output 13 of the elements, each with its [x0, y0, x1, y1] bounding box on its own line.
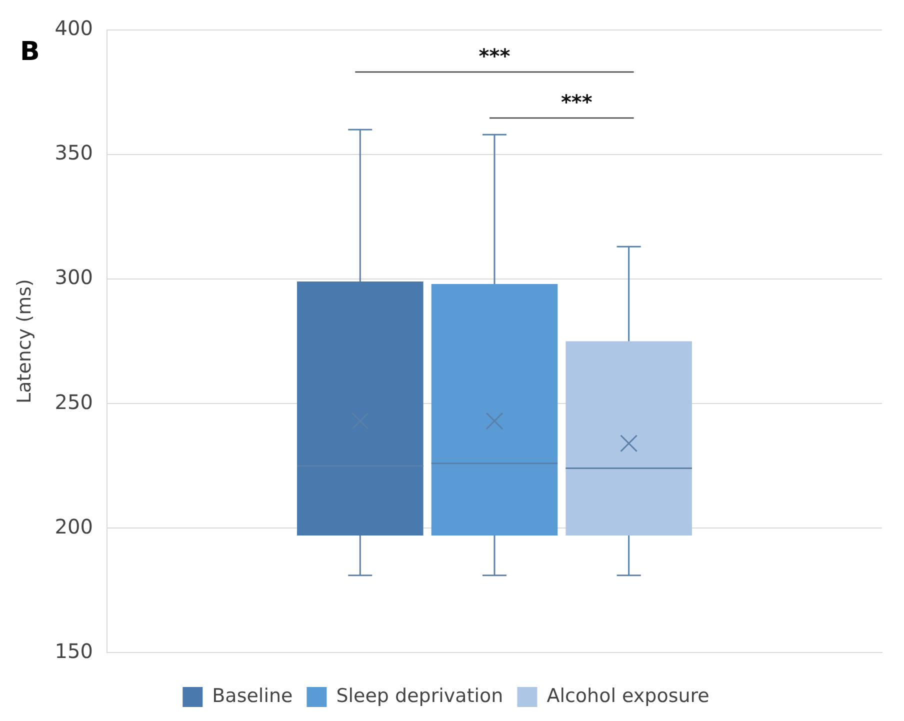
y-tick-label: 350 [54, 140, 93, 165]
annotation: *** [560, 90, 593, 114]
chart-title: B [20, 36, 40, 67]
annotation: *** [478, 44, 511, 68]
y-axis-title: Latency (ms) [13, 279, 36, 404]
legend-label: Sleep deprivation [336, 684, 504, 707]
y-tick-label: 150 [54, 638, 93, 663]
y-tick-label: 200 [54, 514, 93, 538]
legend-label: Baseline [212, 684, 293, 707]
legend-label: Alcohol exposure [546, 684, 710, 707]
y-tick-label: 400 [54, 16, 93, 40]
y-tick-label: 250 [54, 390, 93, 414]
y-tick-label: 300 [54, 265, 93, 290]
